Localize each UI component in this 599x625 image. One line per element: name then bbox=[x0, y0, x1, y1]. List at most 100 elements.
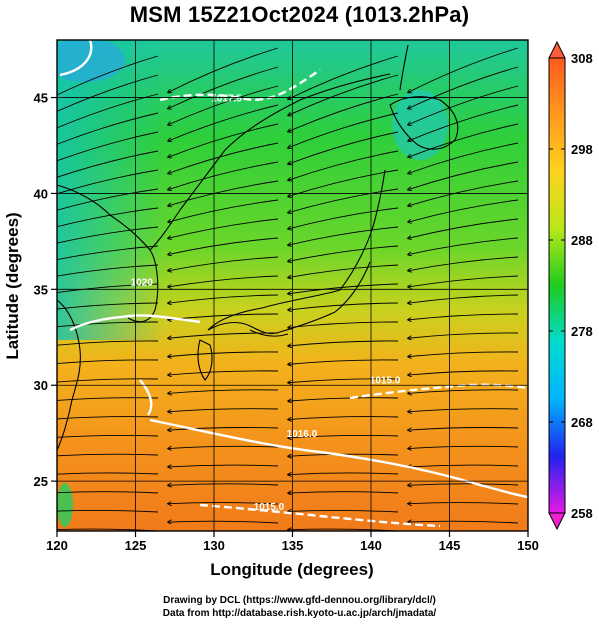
streamline bbox=[408, 218, 519, 238]
streamline bbox=[288, 55, 399, 99]
x-tick-label: 150 bbox=[517, 538, 539, 553]
streamline bbox=[57, 397, 159, 401]
streamline bbox=[288, 131, 399, 164]
streamline bbox=[57, 112, 159, 145]
streamline bbox=[288, 510, 399, 512]
streamline bbox=[168, 445, 279, 448]
streamline bbox=[408, 370, 519, 375]
streamline bbox=[288, 473, 399, 475]
streamline bbox=[57, 416, 159, 420]
streamline bbox=[288, 416, 399, 420]
streamline bbox=[408, 294, 519, 303]
streamline bbox=[408, 313, 519, 320]
coastlines bbox=[57, 44, 459, 451]
streamline bbox=[57, 302, 159, 310]
wind-streamlines bbox=[57, 47, 519, 531]
streamline bbox=[288, 434, 399, 437]
streamline bbox=[408, 123, 519, 157]
streamline bbox=[168, 370, 279, 375]
isobar-label: 1016.0 bbox=[287, 429, 318, 440]
streamline bbox=[57, 150, 159, 178]
streamline bbox=[408, 142, 519, 173]
streamline bbox=[408, 180, 519, 206]
streamline bbox=[168, 218, 279, 238]
x-tick-label: 135 bbox=[282, 538, 304, 553]
streamline bbox=[408, 465, 519, 467]
streamline bbox=[168, 389, 279, 394]
x-tick-label: 130 bbox=[203, 538, 225, 553]
streamline bbox=[57, 245, 159, 261]
y-tick-label: 40 bbox=[34, 186, 48, 201]
taiwan-shade bbox=[57, 483, 73, 527]
colorbar-label: 288 bbox=[571, 233, 593, 248]
streamline bbox=[168, 66, 279, 109]
streamline bbox=[288, 150, 399, 180]
isobar-label: 1015.0 bbox=[254, 502, 285, 513]
isobar-east-china-sea bbox=[139, 379, 153, 416]
map-title: MSM 15Z21Oct2024 (1013.2hPa) bbox=[129, 2, 470, 27]
streamline bbox=[57, 264, 159, 277]
streamline bbox=[168, 85, 279, 125]
streamline bbox=[168, 142, 279, 173]
x-axis-title: Longitude (degrees) bbox=[210, 560, 373, 579]
y-axis: 25 30 35 40 45 bbox=[34, 91, 57, 489]
streamline bbox=[57, 169, 159, 195]
streamline bbox=[168, 123, 279, 157]
streamline bbox=[288, 321, 399, 328]
streamline bbox=[408, 503, 519, 504]
isobar-label: 1020 bbox=[131, 278, 154, 289]
streamline bbox=[57, 321, 159, 328]
streamline bbox=[408, 237, 519, 255]
streamline bbox=[168, 427, 279, 430]
streamline bbox=[168, 180, 279, 206]
streamline bbox=[57, 509, 159, 513]
streamline bbox=[168, 161, 279, 190]
streamline bbox=[168, 275, 279, 287]
x-tick-label: 120 bbox=[46, 538, 68, 553]
y-tick-label: 30 bbox=[34, 378, 48, 393]
x-tick-label: 125 bbox=[125, 538, 147, 553]
streamline bbox=[57, 378, 159, 383]
streamline bbox=[408, 427, 519, 430]
streamline bbox=[57, 359, 159, 365]
streamline bbox=[288, 492, 399, 493]
streamline bbox=[288, 207, 399, 229]
hokkaido-cool-shade bbox=[392, 90, 448, 160]
streamline bbox=[57, 74, 159, 112]
streamline bbox=[408, 275, 519, 287]
streamline bbox=[288, 188, 399, 213]
streamline bbox=[57, 93, 159, 129]
honshu-inner-coast bbox=[207, 261, 371, 335]
grid-lines bbox=[57, 40, 528, 531]
streamline bbox=[57, 491, 159, 494]
streamline bbox=[408, 408, 519, 412]
credit-drawing: Drawing by DCL (https://www.gfd-dennou.o… bbox=[163, 595, 436, 606]
streamline bbox=[288, 359, 399, 364]
colorbar-bar bbox=[548, 57, 566, 514]
streamline bbox=[288, 302, 399, 310]
streamline bbox=[408, 161, 519, 190]
y-tick-label: 35 bbox=[34, 282, 48, 297]
streamline bbox=[168, 104, 279, 141]
colorbar: 258 268 278 288 298 308 bbox=[548, 40, 593, 531]
streamline bbox=[57, 453, 159, 457]
streamline bbox=[168, 294, 279, 303]
streamline bbox=[57, 472, 159, 475]
honshu-south-coast bbox=[207, 169, 386, 331]
streamline bbox=[168, 237, 279, 255]
streamline bbox=[57, 131, 159, 162]
credit-data: Data from http://database.rish.kyoto-u.a… bbox=[162, 608, 437, 619]
colorbar-top-arrow bbox=[548, 40, 566, 59]
credits: Drawing by DCL (https://www.gfd-dennou.o… bbox=[0, 594, 599, 620]
streamline bbox=[168, 408, 279, 412]
streamline bbox=[288, 226, 399, 245]
map-figure: 1020 1017.5 1015.0 1016.0 1015.0 120 125 130 13… bbox=[3, 39, 593, 579]
streamline bbox=[168, 199, 279, 222]
streamline bbox=[408, 332, 519, 338]
streamline bbox=[57, 207, 159, 228]
streamline bbox=[288, 169, 399, 197]
streamline bbox=[408, 85, 519, 125]
streamline bbox=[408, 199, 519, 222]
isobar-1020 bbox=[69, 314, 201, 332]
streamline bbox=[288, 340, 399, 346]
